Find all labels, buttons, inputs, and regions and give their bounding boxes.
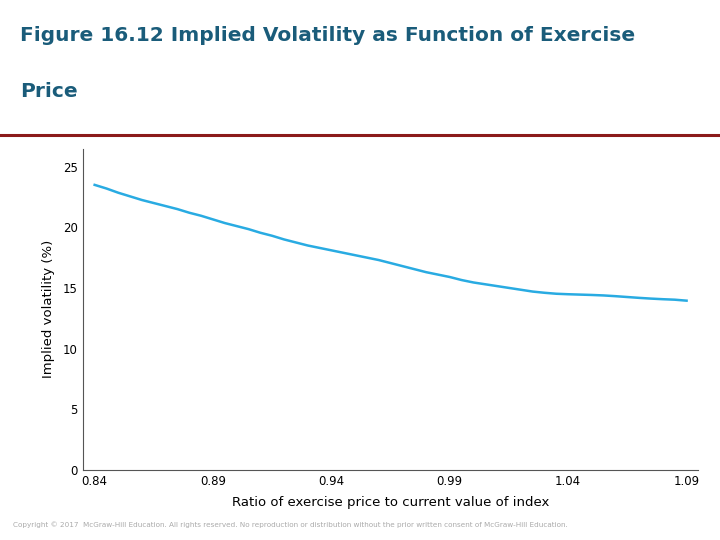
Text: 33: 33 bbox=[690, 518, 707, 532]
Text: Figure 16.12 Implied Volatility as Function of Exercise: Figure 16.12 Implied Volatility as Funct… bbox=[20, 25, 635, 45]
Y-axis label: Implied volatility (%): Implied volatility (%) bbox=[42, 240, 55, 379]
Text: Price: Price bbox=[20, 82, 78, 101]
X-axis label: Ratio of exercise price to current value of index: Ratio of exercise price to current value… bbox=[232, 496, 549, 509]
Text: Copyright © 2017  McGraw-Hill Education. All rights reserved. No reproduction or: Copyright © 2017 McGraw-Hill Education. … bbox=[13, 522, 567, 529]
